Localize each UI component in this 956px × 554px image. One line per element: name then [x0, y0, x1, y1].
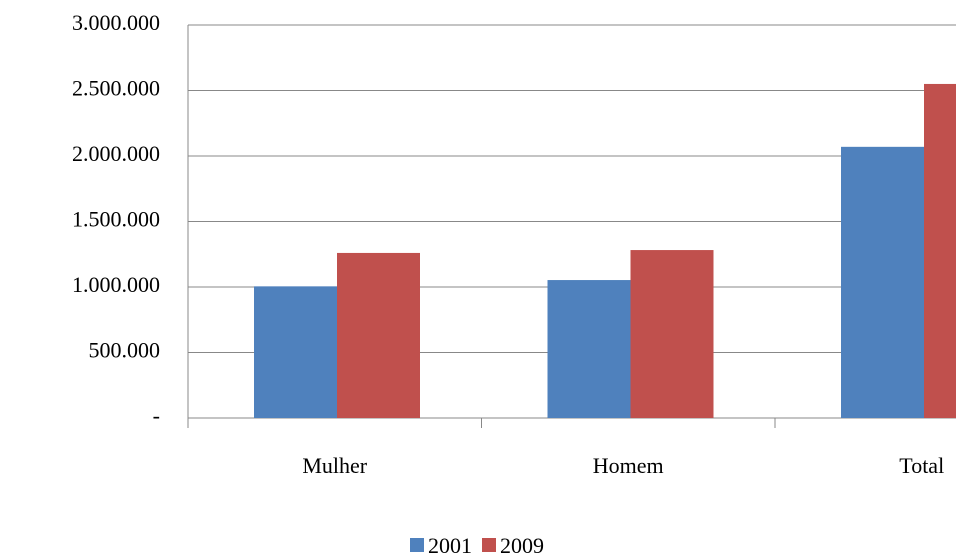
bar — [841, 146, 924, 418]
y-tick-label: 2.000.000 — [72, 141, 160, 166]
legend-label: 2009 — [500, 533, 544, 554]
y-tick-label: 2.500.000 — [72, 76, 160, 101]
y-tick-label: 1.000.000 — [72, 272, 160, 297]
y-tick-label: 1.500.000 — [72, 207, 160, 232]
y-tick-label: 3.000.000 — [72, 10, 160, 35]
legend-label: 2001 — [428, 533, 472, 554]
x-tick-label: Homem — [593, 453, 664, 478]
x-tick-label: Mulher — [302, 453, 367, 478]
legend-swatch — [482, 538, 496, 552]
bar — [630, 250, 714, 418]
y-tick-label: 500.000 — [89, 338, 161, 363]
bar — [547, 280, 631, 418]
bar — [924, 83, 956, 418]
bar — [254, 286, 337, 418]
x-tick-label: Total — [899, 453, 944, 478]
y-tick-label: - — [153, 403, 160, 428]
legend-swatch — [410, 538, 424, 552]
bar — [337, 252, 420, 418]
